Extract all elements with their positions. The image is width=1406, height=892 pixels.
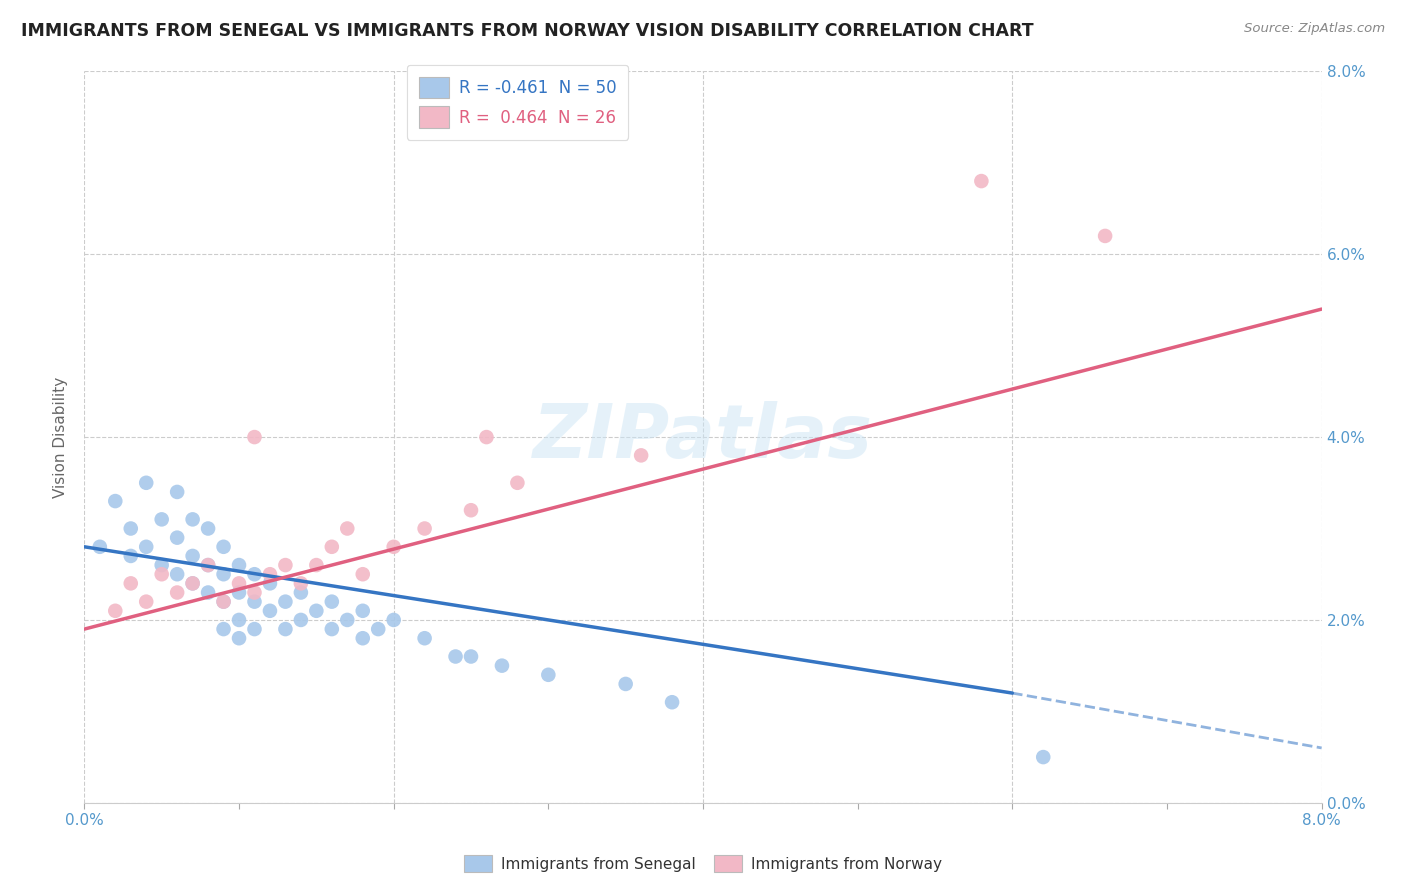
- Point: [150, 558, 173, 573]
- Point: [212, 594, 235, 608]
- Point: [197, 558, 219, 573]
- Point: [243, 585, 266, 599]
- Point: [243, 622, 266, 636]
- Point: [274, 594, 297, 608]
- Point: [661, 695, 683, 709]
- Point: [228, 576, 250, 591]
- Point: [1094, 228, 1116, 243]
- Y-axis label: Vision Disability: Vision Disability: [53, 376, 69, 498]
- Point: [382, 613, 405, 627]
- Text: Source: ZipAtlas.com: Source: ZipAtlas.com: [1244, 22, 1385, 36]
- Point: [537, 667, 560, 681]
- Point: [104, 604, 127, 618]
- Point: [181, 512, 204, 526]
- Point: [305, 604, 328, 618]
- Point: [150, 512, 173, 526]
- Point: [181, 576, 204, 591]
- Point: [228, 558, 250, 573]
- Point: [1032, 750, 1054, 764]
- Point: [506, 475, 529, 490]
- Point: [89, 540, 111, 554]
- Point: [259, 567, 281, 582]
- Point: [197, 558, 219, 573]
- Point: [243, 567, 266, 582]
- Point: [197, 585, 219, 599]
- Text: ZIPatlas: ZIPatlas: [533, 401, 873, 474]
- Point: [166, 531, 188, 545]
- Point: [120, 521, 142, 535]
- Point: [352, 632, 374, 646]
- Point: [259, 576, 281, 591]
- Point: [290, 585, 312, 599]
- Point: [491, 658, 513, 673]
- Point: [274, 558, 297, 573]
- Point: [475, 430, 498, 444]
- Point: [212, 622, 235, 636]
- Point: [305, 558, 328, 573]
- Point: [460, 503, 482, 517]
- Legend: R = -0.461  N = 50, R =  0.464  N = 26: R = -0.461 N = 50, R = 0.464 N = 26: [406, 65, 628, 139]
- Point: [367, 622, 389, 636]
- Point: [104, 494, 127, 508]
- Point: [321, 594, 343, 608]
- Point: [614, 677, 637, 691]
- Legend: Immigrants from Senegal, Immigrants from Norway: Immigrants from Senegal, Immigrants from…: [457, 847, 949, 880]
- Point: [243, 594, 266, 608]
- Point: [290, 576, 312, 591]
- Point: [970, 174, 993, 188]
- Point: [212, 594, 235, 608]
- Point: [212, 540, 235, 554]
- Point: [228, 613, 250, 627]
- Point: [212, 567, 235, 582]
- Point: [352, 567, 374, 582]
- Point: [197, 521, 219, 535]
- Point: [120, 549, 142, 563]
- Point: [228, 632, 250, 646]
- Point: [274, 622, 297, 636]
- Point: [181, 549, 204, 563]
- Point: [228, 585, 250, 599]
- Point: [259, 604, 281, 618]
- Point: [150, 567, 173, 582]
- Point: [166, 585, 188, 599]
- Point: [120, 576, 142, 591]
- Point: [413, 521, 436, 535]
- Point: [413, 632, 436, 646]
- Point: [460, 649, 482, 664]
- Point: [352, 604, 374, 618]
- Point: [630, 449, 652, 463]
- Point: [444, 649, 467, 664]
- Point: [243, 430, 266, 444]
- Point: [321, 622, 343, 636]
- Point: [135, 475, 157, 490]
- Point: [382, 540, 405, 554]
- Point: [135, 594, 157, 608]
- Point: [321, 540, 343, 554]
- Point: [166, 567, 188, 582]
- Text: IMMIGRANTS FROM SENEGAL VS IMMIGRANTS FROM NORWAY VISION DISABILITY CORRELATION : IMMIGRANTS FROM SENEGAL VS IMMIGRANTS FR…: [21, 22, 1033, 40]
- Point: [336, 613, 359, 627]
- Point: [181, 576, 204, 591]
- Point: [290, 613, 312, 627]
- Point: [135, 540, 157, 554]
- Point: [166, 485, 188, 500]
- Point: [336, 521, 359, 535]
